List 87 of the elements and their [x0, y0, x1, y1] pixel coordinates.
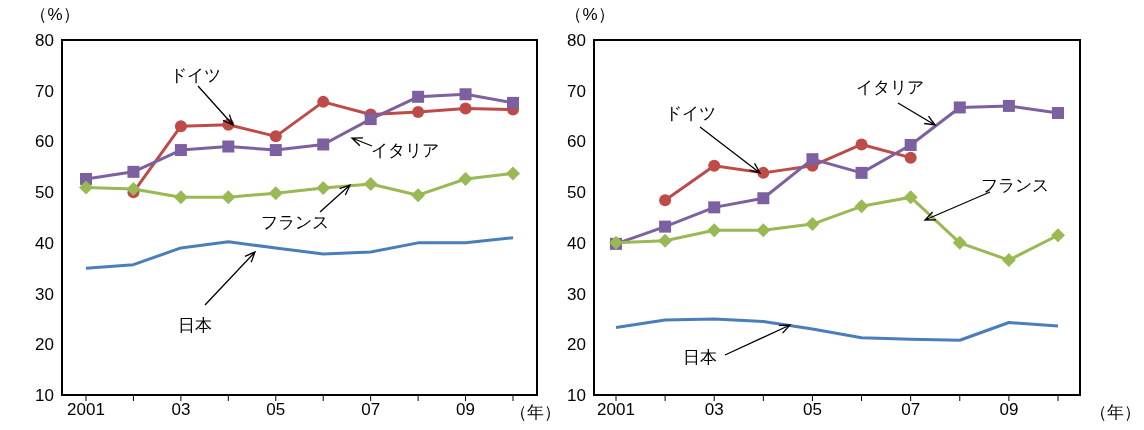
point: [904, 151, 917, 164]
text: フランス: [981, 176, 1049, 195]
y-tick-label: 10: [567, 386, 586, 406]
y-tick-label: 20: [35, 335, 54, 355]
point: [1002, 99, 1015, 112]
x-tick-label: 09: [456, 400, 476, 420]
series-label: イタリア: [371, 141, 439, 160]
point: [269, 144, 282, 157]
x-tick-label: 2001: [597, 400, 635, 420]
point: [459, 88, 472, 101]
point: [364, 113, 377, 126]
y-tick-label: 50: [567, 183, 586, 203]
point: [506, 166, 520, 181]
x-axis-title: （年）: [509, 403, 561, 422]
x-tick-label: 05: [802, 400, 822, 420]
text: ドイツ: [169, 66, 221, 85]
point: [806, 153, 819, 166]
point: [317, 138, 330, 151]
y-tick-label: 80: [567, 31, 586, 51]
point: [268, 186, 283, 201]
point: [507, 96, 519, 109]
y-tick-label: 50: [35, 183, 54, 203]
point: [317, 95, 330, 108]
y-axis-title: （%）: [565, 5, 615, 24]
point: [221, 190, 236, 205]
point: [855, 138, 868, 151]
point: [805, 217, 820, 232]
point: [363, 177, 378, 192]
x-tick-label: 09: [999, 400, 1019, 420]
x-tick-label: 07: [901, 400, 921, 420]
point: [222, 140, 235, 153]
x-tick-label: 05: [266, 400, 286, 420]
y-axis-title: （%）: [30, 5, 80, 24]
point: [79, 180, 93, 195]
point: [757, 192, 770, 205]
point: [412, 90, 425, 103]
point: [412, 106, 425, 119]
y-tick-label: 60: [35, 132, 54, 152]
point: [658, 233, 673, 248]
point: [659, 194, 672, 207]
point: [174, 144, 187, 157]
series-label: イタリア: [856, 78, 924, 97]
point: [756, 223, 771, 238]
text: 日本: [178, 316, 212, 335]
point: [126, 182, 141, 197]
y-tick-label: 20: [567, 335, 586, 355]
point: [174, 120, 187, 133]
y-tick-label: 80: [35, 31, 54, 51]
point: [173, 190, 188, 205]
point: [1001, 253, 1016, 268]
y-tick-label: 70: [35, 81, 54, 101]
point: [708, 159, 721, 172]
y-tick-label: 70: [567, 81, 586, 101]
y-tick-label: 10: [35, 386, 54, 406]
x-tick-label: 03: [171, 400, 191, 420]
text: ドイツ: [664, 104, 716, 123]
point: [952, 235, 967, 250]
y-tick-label: 40: [567, 233, 586, 253]
series-label: 日本: [683, 348, 717, 367]
point: [757, 166, 770, 179]
point: [659, 220, 672, 233]
x-tick-label: 2001: [67, 400, 105, 420]
x-tick-label: 03: [704, 400, 724, 420]
point: [708, 201, 721, 214]
line-series: [84, 236, 515, 270]
point: [1051, 228, 1065, 243]
point: [904, 138, 917, 151]
point: [854, 199, 869, 214]
point: [458, 171, 473, 186]
point: [707, 223, 722, 238]
point: [269, 130, 282, 143]
x-axis-title: （年）: [1089, 403, 1141, 422]
y-tick-label: 60: [567, 132, 586, 152]
y-tick-label: 30: [567, 284, 586, 304]
point: [411, 188, 426, 203]
point: [316, 181, 331, 196]
point: [855, 166, 868, 179]
series-label: フランス: [261, 213, 329, 232]
point: [903, 190, 918, 205]
point: [459, 102, 472, 115]
point: [953, 101, 966, 114]
point: [127, 165, 140, 178]
point: [1052, 107, 1064, 120]
y-tick-label: 30: [35, 284, 54, 304]
x-tick-label: 07: [361, 400, 381, 420]
line-series: [614, 317, 1060, 342]
y-tick-label: 40: [35, 233, 54, 253]
